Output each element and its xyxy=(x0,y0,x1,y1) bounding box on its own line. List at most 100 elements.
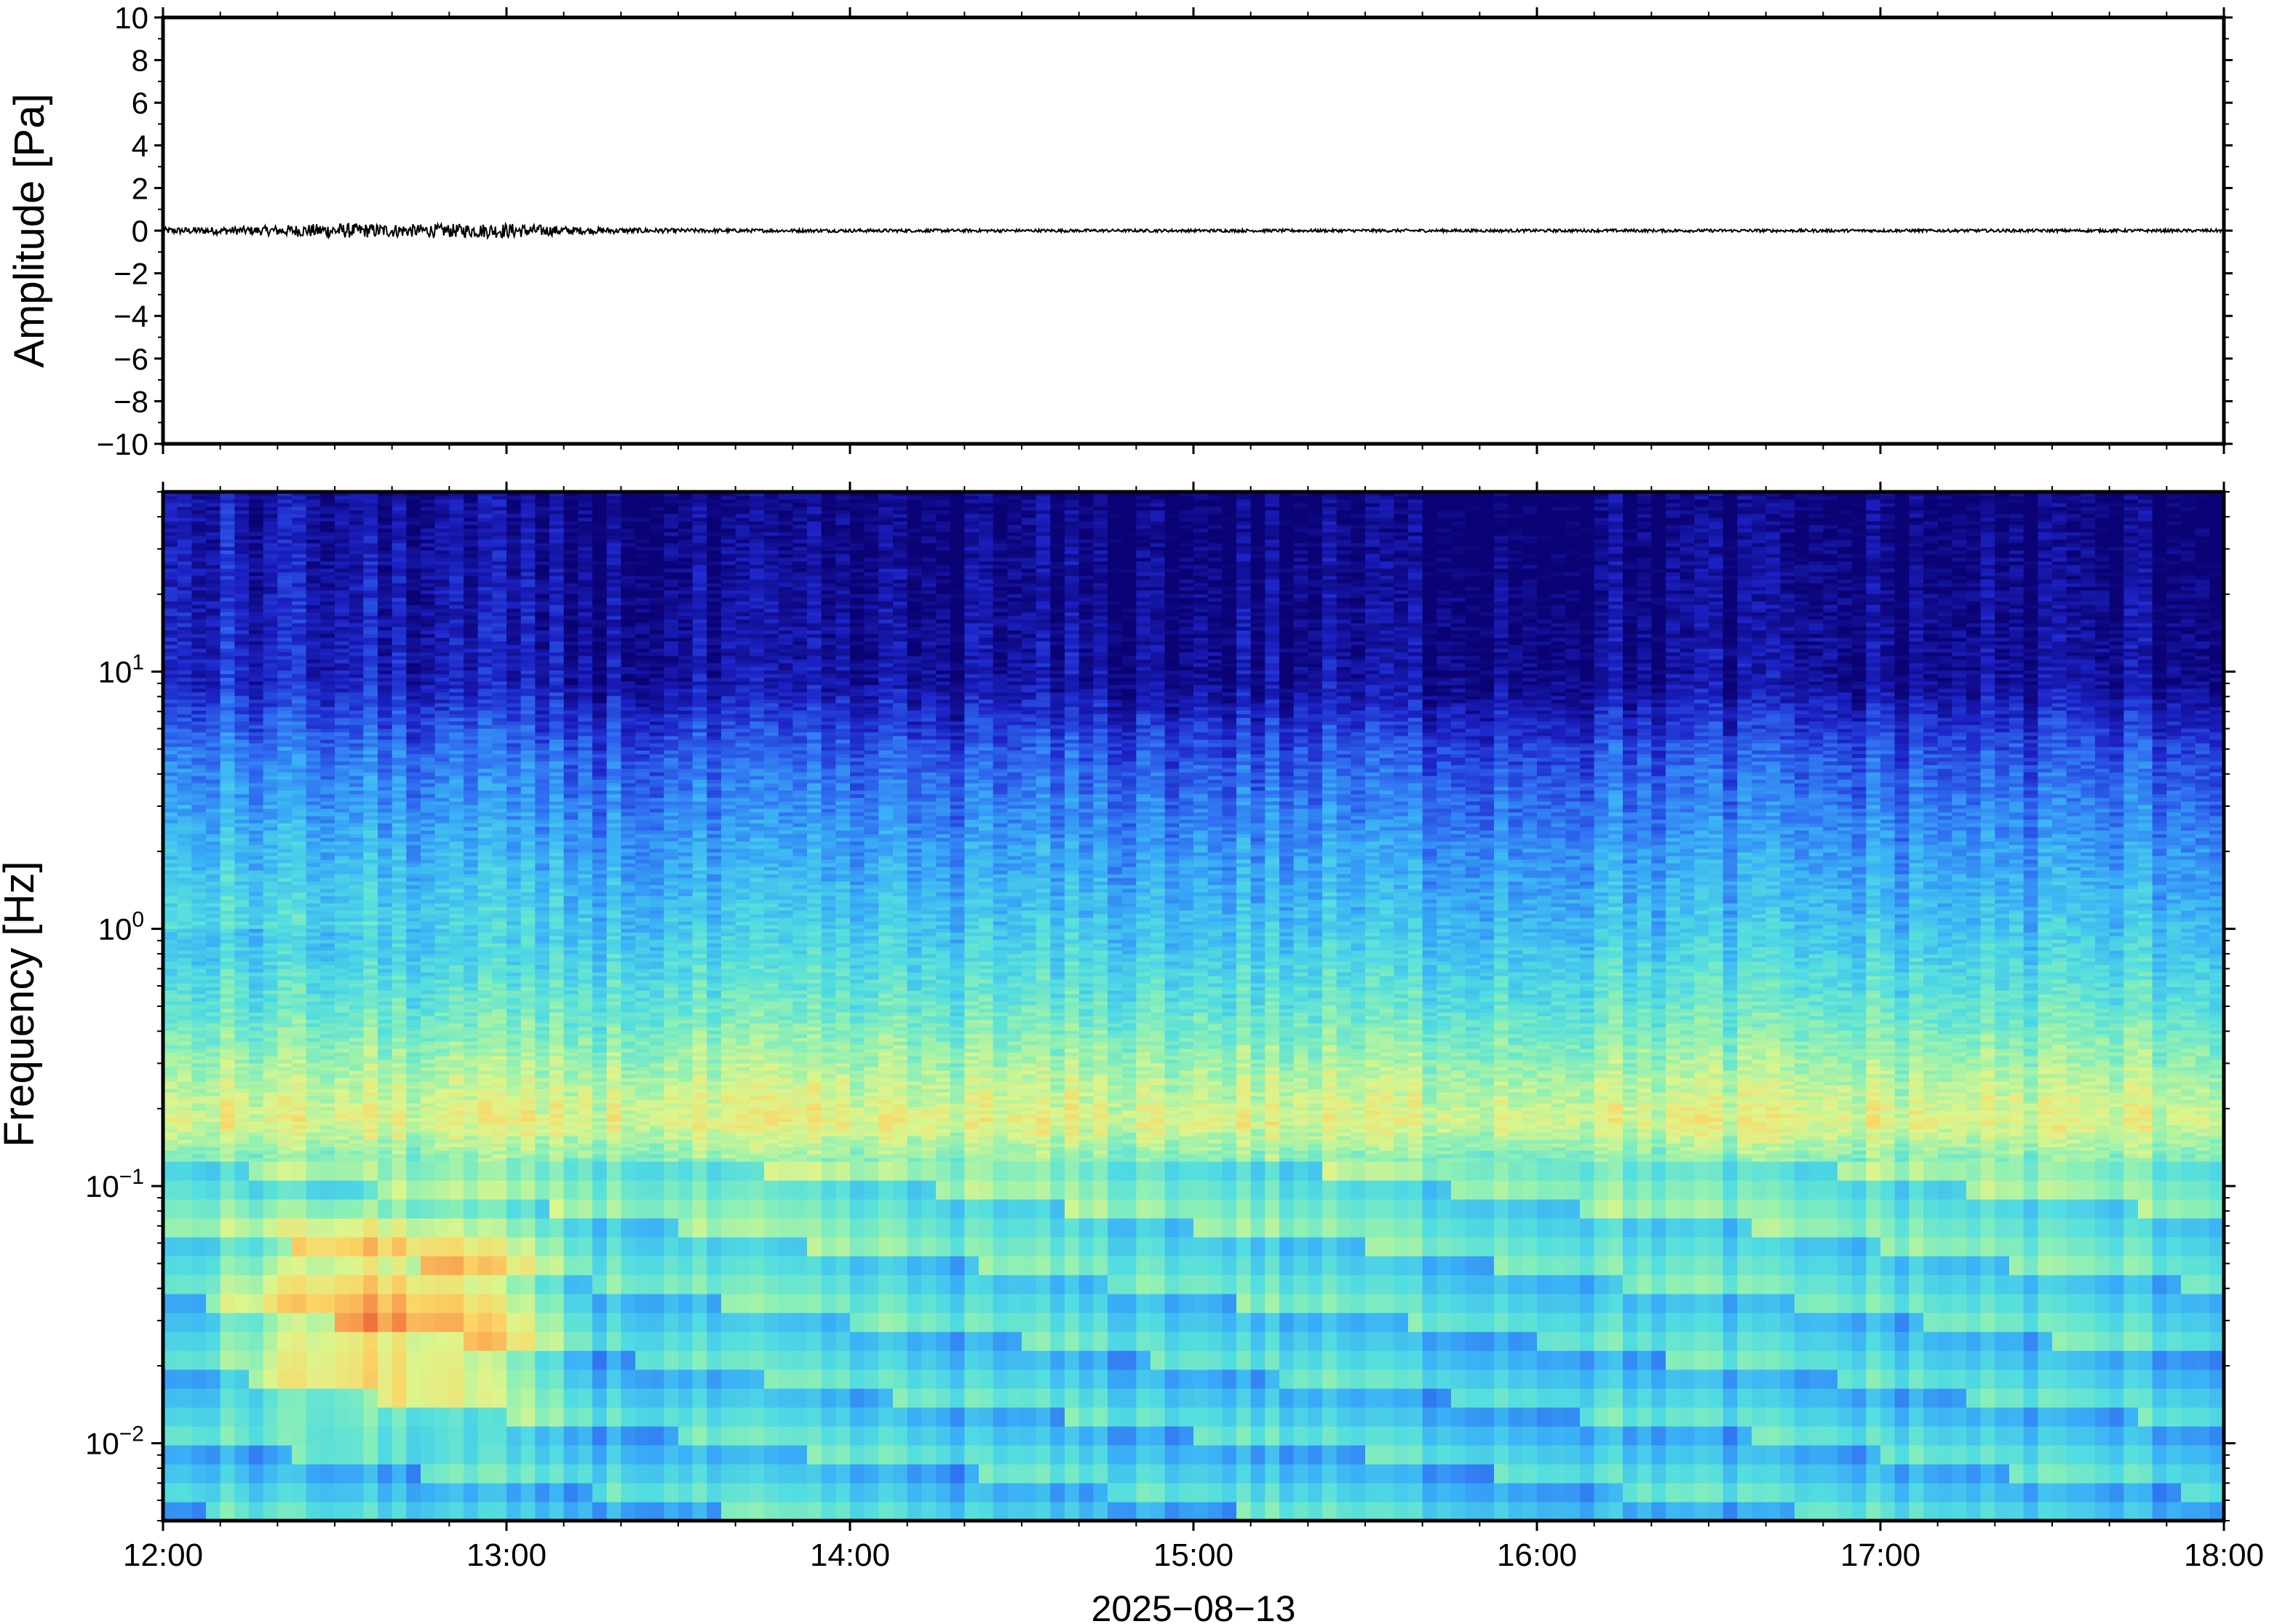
spectrogram-cell xyxy=(178,921,192,926)
spectrogram-cell xyxy=(206,630,220,634)
spectrogram-cell xyxy=(363,1038,378,1042)
spectrogram-cell xyxy=(392,1158,407,1162)
spectrogram-cell xyxy=(492,914,506,918)
spectrogram-cell xyxy=(178,637,192,642)
spectrogram-cell xyxy=(320,710,335,715)
spectrogram-cell xyxy=(178,1016,192,1020)
spectrogram-cell xyxy=(234,779,249,784)
spectrogram-cell xyxy=(349,837,364,842)
spectrogram-cell xyxy=(435,1180,450,1200)
spectrogram-cell xyxy=(292,794,306,798)
spectrogram-cell xyxy=(320,1426,335,1446)
spectrogram-cell xyxy=(206,874,220,878)
spectrogram-cell xyxy=(206,616,220,620)
spectrogram-cell xyxy=(378,1081,392,1086)
spectrogram-cell xyxy=(392,634,407,638)
spectrogram-cell xyxy=(234,783,249,787)
spectrogram-cell xyxy=(249,1099,263,1104)
spectrogram-cell xyxy=(277,761,292,765)
spectrogram-cell xyxy=(320,1012,335,1016)
spectrogram-cell xyxy=(392,874,407,878)
spectrogram-cell xyxy=(492,899,506,904)
spectrogram-cell xyxy=(378,914,392,918)
spectrogram-cell xyxy=(335,699,349,704)
spectrogram-cell xyxy=(306,692,321,696)
spectrogram-cell xyxy=(234,907,249,911)
spectrogram-cell xyxy=(292,1008,306,1013)
spectrogram-cell xyxy=(449,601,464,605)
spectrogram-cell xyxy=(435,568,450,573)
spectrogram-cell xyxy=(249,1012,263,1016)
spectrogram-cell xyxy=(292,1407,306,1427)
spectrogram-cell xyxy=(206,990,220,995)
spectrogram-cell xyxy=(292,867,306,871)
spectrogram-cell xyxy=(349,892,364,896)
spectrogram-cell xyxy=(206,859,220,864)
spectrogram-cell xyxy=(435,1125,450,1129)
spectrogram-cell xyxy=(464,834,478,838)
spectrogram-cell xyxy=(234,674,249,678)
spectrogram-cell xyxy=(292,1041,306,1046)
spectrogram-cell xyxy=(478,907,493,911)
spectrogram-cell xyxy=(421,827,435,831)
spectrogram-cell xyxy=(178,892,192,896)
spectrogram-cell xyxy=(363,721,378,725)
spectrogram-cell xyxy=(492,987,506,991)
spectrogram-cell xyxy=(449,896,464,900)
spectrogram-cell xyxy=(306,506,321,511)
spectrogram-cell xyxy=(277,495,292,500)
spectrogram-cell xyxy=(206,521,220,525)
spectrogram-cell xyxy=(378,910,392,915)
spectrogram-cell xyxy=(478,1237,493,1257)
spectrogram-cell xyxy=(435,925,450,929)
spectrogram-cell xyxy=(421,1052,435,1056)
spectrogram-cell xyxy=(349,1350,364,1370)
spectrogram-cell xyxy=(178,968,192,973)
spectrogram-cell xyxy=(363,856,378,860)
spectrogram-cell xyxy=(349,1426,364,1446)
spectrogram-cell xyxy=(421,976,435,980)
spectrogram-cell xyxy=(349,950,364,955)
spectrogram-cell xyxy=(349,743,364,747)
spectrogram-cell xyxy=(220,597,235,602)
spectrogram-cell xyxy=(220,1038,235,1042)
spectrogram-cell xyxy=(406,827,421,831)
spectrogram-cell xyxy=(220,790,235,795)
spectrogram-cell xyxy=(449,845,464,849)
spectrogram-cell xyxy=(234,939,249,944)
spectrogram-cell xyxy=(435,928,450,933)
spectrogram-cell xyxy=(163,750,178,755)
spectrogram-cell xyxy=(292,932,306,936)
spectrogram-cell xyxy=(335,852,349,856)
spectrogram-cell xyxy=(349,1103,364,1107)
spectrogram-cell xyxy=(349,1070,364,1075)
spectrogram-cell xyxy=(277,1070,292,1075)
spectrogram-cell xyxy=(464,696,478,700)
spectrogram-cell xyxy=(435,859,450,864)
spectrogram-cell xyxy=(478,499,493,503)
spectrogram-cell xyxy=(421,659,435,664)
spectrogram-cell xyxy=(320,1081,335,1086)
spectrogram-cell xyxy=(478,626,493,631)
spectrogram-cell xyxy=(378,776,392,780)
spectrogram-cell xyxy=(277,721,292,725)
spectrogram-cell xyxy=(178,626,192,631)
spectrogram-cell xyxy=(478,867,493,871)
spectrogram-cell xyxy=(449,721,464,725)
spectrogram-cell xyxy=(320,1056,335,1060)
spectrogram-cell xyxy=(478,772,493,776)
spectrogram-cell xyxy=(464,1016,478,1020)
spectrogram-cell xyxy=(320,1502,335,1521)
spectrogram-cell xyxy=(263,805,278,809)
spectrogram-cell xyxy=(449,950,464,955)
spectrogram-cell xyxy=(306,823,321,827)
spectrogram-cell xyxy=(306,1483,321,1502)
spectrogram-cell xyxy=(449,819,464,824)
spectrogram-cell xyxy=(320,517,335,522)
spectrogram-cell xyxy=(206,1074,220,1078)
spectrogram-cell xyxy=(421,579,435,584)
spectrogram-cell xyxy=(435,605,450,609)
spectrogram-cell xyxy=(349,790,364,795)
spectrogram-cell xyxy=(234,921,249,926)
spectrogram-cell xyxy=(277,586,292,591)
